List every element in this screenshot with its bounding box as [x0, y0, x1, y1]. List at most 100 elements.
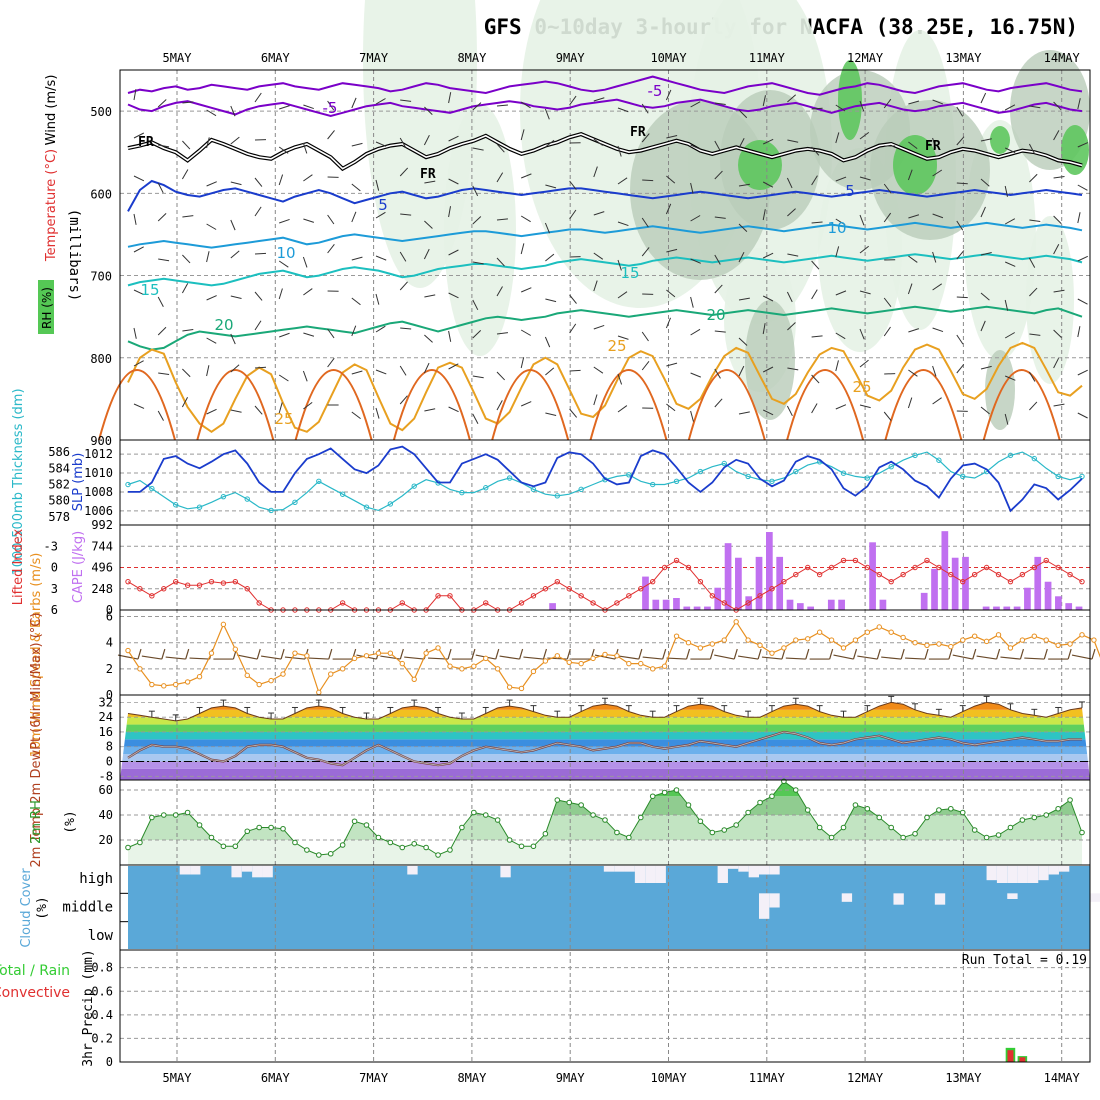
- rh-point: [816, 824, 823, 831]
- wind-speed-point: [626, 660, 632, 667]
- wind-speed-point: [1067, 641, 1073, 647]
- thickness-point: [316, 478, 322, 484]
- rh-point: [721, 827, 728, 833]
- wind-barb: [932, 99, 944, 105]
- wind-barb: [1077, 298, 1088, 305]
- surface-wind-barb-tick: [399, 648, 404, 660]
- wind-barb: [714, 330, 726, 333]
- wind-speed-point: [149, 681, 155, 688]
- wind-barb: [835, 404, 847, 410]
- thickness-point: [769, 478, 775, 484]
- wind-speed-point: [173, 681, 179, 688]
- lifted-index-point: [399, 600, 405, 606]
- wind-barb: [1077, 184, 1088, 191]
- wind-speed-point: [399, 660, 405, 667]
- wind-barb: [1077, 98, 1081, 110]
- rh-point: [423, 844, 429, 851]
- lifted-index-point: [244, 586, 250, 592]
- wind-barb: [254, 252, 267, 255]
- thickness-point: [960, 473, 966, 480]
- panel-frames: [119, 69, 1091, 1063]
- y-tick-pressure: 900: [90, 434, 112, 448]
- wind-barb: [641, 217, 649, 228]
- wind-barb: [133, 89, 137, 101]
- lifted-index-point: [661, 564, 668, 571]
- wind-barb: [641, 247, 650, 257]
- lifted-index-point: [590, 600, 596, 606]
- x-date-top: 11MAY: [749, 51, 786, 65]
- lifted-index-point: [840, 557, 847, 564]
- surface-wind-barb: [117, 654, 139, 660]
- wind-barb: [303, 218, 315, 223]
- wind-barb: [520, 101, 531, 109]
- wind-speed-point: [971, 633, 978, 639]
- contour-arc: [491, 369, 570, 441]
- wind-speed-point: [852, 637, 859, 643]
- wind-barb: [932, 213, 944, 219]
- wind-barb: [351, 183, 361, 192]
- wind-speed-point: [483, 655, 489, 662]
- rh-point: [745, 809, 751, 816]
- wind-barb: [859, 245, 869, 254]
- wind-barb: [811, 289, 818, 300]
- y-tick-rh: 20: [99, 833, 113, 847]
- wind-barb: [182, 368, 191, 378]
- lifted-index-point: [1079, 578, 1085, 585]
- wind-speed-point: [1031, 633, 1038, 639]
- rh-point: [828, 834, 835, 841]
- wind-barb: [133, 246, 144, 253]
- rh-point: [888, 824, 895, 831]
- y-tick-li: 6: [51, 603, 58, 617]
- wind-barb: [545, 139, 555, 148]
- lifted-index-point: [709, 593, 716, 599]
- rh-point: [232, 843, 239, 850]
- wind-barb: [1004, 332, 1015, 339]
- wind-barb: [158, 258, 170, 262]
- wind-barb: [424, 408, 436, 412]
- thickness-point: [745, 473, 751, 480]
- x-date-bottom: 13MAY: [945, 1071, 982, 1085]
- rh-point: [590, 812, 596, 818]
- y-tick-li: -3: [44, 539, 58, 553]
- wind-barb: [351, 142, 363, 147]
- wind-barb: [158, 144, 170, 148]
- wind-barb: [351, 97, 357, 109]
- thickness-point: [459, 489, 465, 496]
- cape-bar: [1003, 606, 1011, 610]
- wind-barb: [423, 362, 430, 374]
- cloud-mid-bar: [934, 893, 946, 905]
- wind-barb: [593, 366, 604, 374]
- wind-barb: [496, 286, 503, 297]
- wind-barb: [1029, 219, 1041, 223]
- wind-speed-point: [590, 655, 596, 662]
- wind-barb: [1077, 255, 1088, 262]
- lifted-index-point: [626, 593, 632, 599]
- rh-point: [936, 807, 942, 813]
- lifted-index-point: [745, 600, 751, 606]
- wind-barb: [158, 372, 170, 376]
- wind-barb: [762, 252, 774, 259]
- surface-wind-barb: [642, 656, 663, 660]
- wind-barb: [617, 335, 629, 340]
- wind-barb: [738, 223, 748, 233]
- surface-wind-barb-tick: [542, 648, 548, 660]
- wind-barb: [206, 137, 210, 149]
- wind-barb: [835, 176, 847, 182]
- contour-label: 15: [620, 264, 639, 282]
- wind-barb: [472, 413, 479, 424]
- surface-wind-barb-tick: [685, 648, 691, 660]
- wind-barb: [1004, 299, 1009, 311]
- wind-barb: [472, 329, 482, 339]
- wind-barb: [206, 408, 217, 415]
- wind-speed-point: [960, 637, 966, 643]
- wind-speed-point: [1091, 637, 1097, 643]
- surface-wind-barb-tick: [1091, 648, 1096, 660]
- y-axis-label-temp: 2m Temp 2m DewPt (6hr Min/Max) (°C): [29, 613, 44, 868]
- cape-bar: [735, 557, 742, 610]
- cape-bar: [766, 532, 773, 610]
- y-tick-thickness: 586: [48, 445, 70, 459]
- wind-barb: [617, 107, 629, 113]
- wind-barb: [351, 370, 363, 375]
- wind-barb: [859, 100, 865, 112]
- wind-barb: [545, 367, 555, 376]
